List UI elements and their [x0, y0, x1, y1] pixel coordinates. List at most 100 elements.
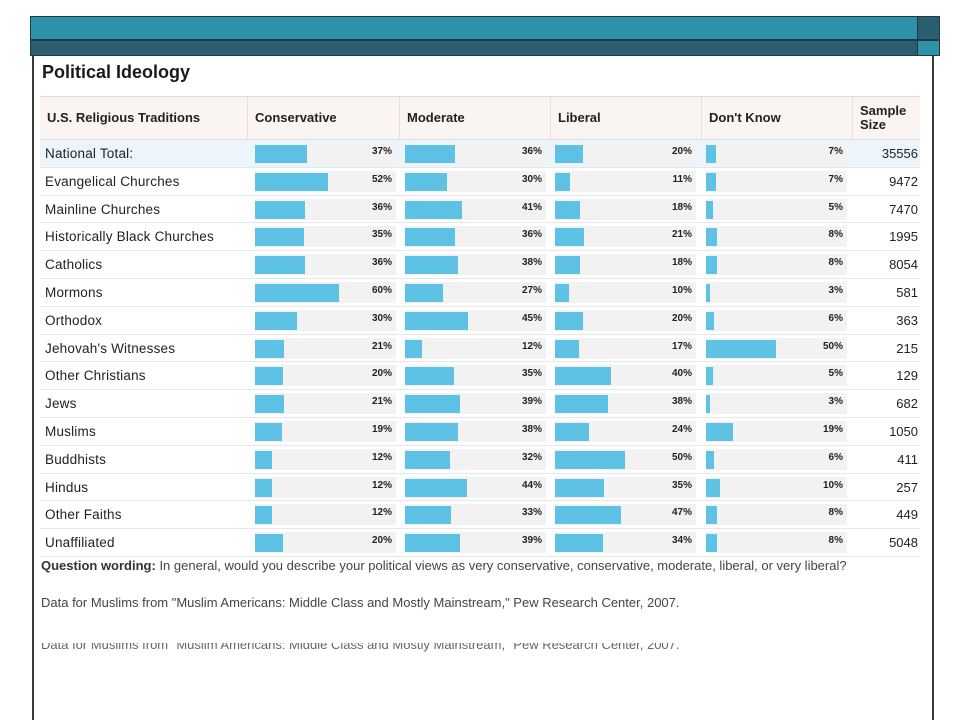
liberal-bar — [555, 534, 603, 553]
sample-size-value: 257 — [896, 479, 918, 495]
conservative-cell: 12% — [255, 504, 396, 526]
header-sample-size: Sample Size — [860, 103, 907, 132]
moderate-cell: 36% — [405, 226, 546, 248]
liberal-cell: 10% — [555, 281, 696, 303]
conservative-data-label: 35% — [371, 229, 392, 241]
liberal-bar — [555, 311, 583, 330]
dont-know-cell: 6% — [706, 448, 847, 470]
dont-know-data-label: 6% — [828, 451, 843, 463]
liberal-cell: 21% — [555, 226, 696, 248]
row-label: Jehovah's Witnesses — [45, 340, 176, 356]
source-note-ghost: Data for Muslims from "Muslim Americans:… — [41, 643, 911, 652]
table-row: Other Faiths 12% 33% 47% 8% 449 — [40, 501, 920, 530]
conservative-cell: 35% — [255, 226, 396, 248]
conservative-cell: 36% — [255, 198, 396, 220]
table-row: Orthodox 30% 45% 20% 6% 363 — [40, 307, 920, 335]
moderate-bar — [405, 228, 456, 247]
moderate-cell: 39% — [405, 393, 546, 415]
liberal-bar — [555, 172, 571, 191]
dont-know-bar — [706, 395, 711, 414]
moderate-cell: 44% — [405, 476, 546, 498]
dont-know-data-label: 7% — [828, 146, 843, 157]
sample-size-value: 5048 — [889, 535, 918, 551]
row-label: Catholics — [45, 257, 103, 273]
conservative-bar — [255, 200, 306, 219]
conservative-bar — [255, 283, 339, 302]
dont-know-cell: 3% — [706, 281, 847, 303]
table-row: Jehovah's Witnesses 21% 12% 17% 50% 215 — [40, 335, 920, 363]
moderate-bar — [405, 422, 459, 441]
moderate-data-label: 12% — [521, 340, 542, 352]
chart-title: Political Ideology — [42, 62, 191, 82]
conservative-data-label: 19% — [371, 423, 392, 435]
liberal-data-label: 50% — [671, 451, 692, 463]
conservative-data-label: 37% — [371, 146, 392, 157]
header-liberal: Liberal — [551, 97, 702, 139]
conservative-data-label: 30% — [371, 312, 392, 324]
dont-know-data-label: 5% — [828, 201, 843, 213]
conservative-bar — [255, 228, 304, 247]
dont-know-bar — [706, 256, 718, 275]
dont-know-cell: 7% — [706, 170, 847, 192]
liberal-bar — [555, 506, 621, 525]
liberal-bar — [555, 283, 569, 302]
sample-size-value: 9472 — [889, 173, 918, 189]
moderate-data-label: 41% — [521, 201, 542, 213]
dont-know-data-label: 8% — [828, 229, 843, 241]
dont-know-cell: 8% — [706, 226, 847, 248]
liberal-bar — [555, 395, 609, 414]
row-label: Muslims — [45, 423, 96, 439]
conservative-cell: 12% — [255, 476, 396, 498]
moderate-data-label: 35% — [521, 368, 542, 380]
moderate-data-label: 45% — [521, 312, 542, 324]
row-label: National Total: — [45, 146, 134, 161]
moderate-bar — [405, 145, 456, 163]
sample-size-value: 411 — [897, 451, 918, 467]
moderate-cell: 36% — [405, 143, 546, 164]
moderate-cell: 39% — [405, 532, 546, 554]
ideology-table: U.S. Religious Traditions Conservative M… — [40, 96, 920, 557]
dont-know-data-label: 19% — [822, 423, 843, 435]
moderate-cell: 38% — [405, 254, 546, 276]
dont-know-data-label: 5% — [828, 368, 843, 380]
dont-know-bar — [706, 422, 733, 441]
liberal-data-label: 18% — [671, 257, 692, 269]
liberal-cell: 20% — [555, 143, 696, 164]
liberal-bar — [555, 228, 585, 247]
header-dont-know: Don't Know — [702, 97, 853, 139]
dont-know-cell: 50% — [706, 337, 847, 359]
dont-know-bar — [706, 339, 776, 358]
moderate-data-label: 38% — [521, 423, 542, 435]
table-row: Mormons 60% 27% 10% 3% 581 — [40, 279, 920, 307]
conservative-data-label: 52% — [371, 173, 392, 185]
conservative-bar — [255, 367, 283, 386]
moderate-cell: 41% — [405, 198, 546, 220]
liberal-data-label: 21% — [671, 229, 692, 241]
conservative-data-label: 12% — [371, 479, 392, 491]
table-row: Buddhists 12% 32% 50% 6% 411 — [40, 446, 920, 474]
moderate-data-label: 27% — [521, 284, 542, 296]
dont-know-cell: 19% — [706, 420, 847, 442]
dont-know-cell: 7% — [706, 143, 847, 164]
conservative-data-label: 12% — [371, 507, 392, 519]
liberal-data-label: 11% — [672, 173, 692, 185]
conservative-cell: 30% — [255, 309, 396, 331]
row-label: Evangelical Churches — [45, 173, 180, 189]
table-row: Mainline Churches 36% 41% 18% 5% 7470 — [40, 196, 920, 224]
row-label: Jews — [45, 396, 77, 412]
table-row: Unaffiliated 20% 39% 34% 8% 5048 — [40, 529, 920, 557]
row-label: Historically Black Churches — [45, 229, 214, 245]
liberal-bar — [555, 367, 611, 386]
dont-know-bar — [706, 311, 715, 330]
conservative-bar — [255, 256, 306, 275]
moderate-cell: 38% — [405, 420, 546, 442]
moderate-bar — [405, 256, 459, 275]
sample-size-value: 35556 — [881, 146, 918, 161]
conservative-cell: 36% — [255, 254, 396, 276]
moderate-data-label: 36% — [521, 229, 542, 241]
liberal-cell: 40% — [555, 365, 696, 387]
liberal-data-label: 38% — [671, 396, 692, 408]
moderate-cell: 45% — [405, 309, 546, 331]
dont-know-cell: 8% — [706, 532, 847, 554]
liberal-data-label: 20% — [671, 312, 692, 324]
